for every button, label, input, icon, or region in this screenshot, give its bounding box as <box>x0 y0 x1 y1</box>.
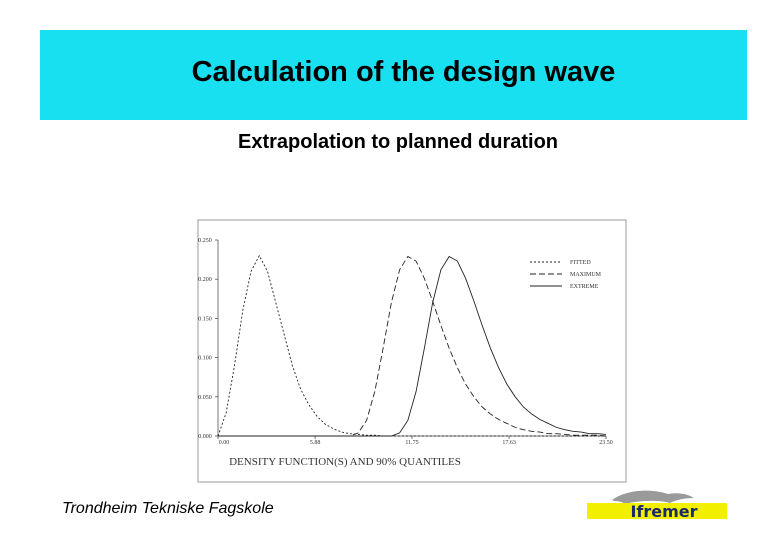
x-tick-label: 23.50 <box>599 440 613 446</box>
logo-mark <box>612 490 694 504</box>
slide-title: Calculation of the design wave <box>191 56 616 88</box>
logo-text: Ifremer <box>630 502 697 521</box>
x-tick-label: 0.00 <box>219 440 230 446</box>
y-tick-label: 0.250 <box>198 238 212 244</box>
x-tick-label: 11.75 <box>405 440 418 446</box>
legend-label: EXTREME <box>570 284 599 290</box>
x-tick-label: 5.88 <box>310 440 321 446</box>
footer-text: Trondheim Tekniske Fagskole <box>62 500 274 517</box>
header-band: Calculation of the design wave <box>40 30 747 120</box>
legend-label: FITTED <box>570 260 591 266</box>
y-tick-label: 0.200 <box>198 277 212 283</box>
y-tick-label: 0.100 <box>198 356 212 362</box>
logo-band <box>587 503 727 519</box>
y-tick-label: 0.050 <box>198 395 212 401</box>
x-tick-label: 17.63 <box>502 440 516 446</box>
legend-label: MAXIMUM <box>570 272 602 278</box>
series-line <box>218 255 607 437</box>
y-tick-label: 0.000 <box>198 434 212 440</box>
y-tick-label: 0.150 <box>198 316 212 322</box>
x-axis-label: DENSITY FUNCTION(S) AND 90% QUANTILES <box>229 456 461 468</box>
slide-subtitle: Extrapolation to planned duration <box>238 131 558 153</box>
